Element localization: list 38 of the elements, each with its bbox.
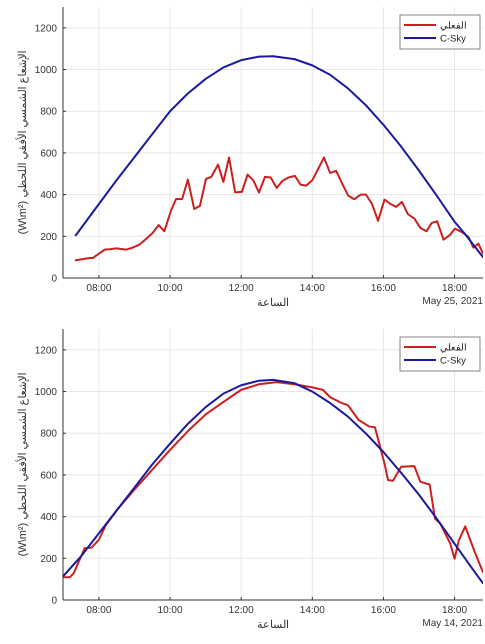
- legend-label: الفعلي: [440, 20, 467, 32]
- y-tick-label: 800: [40, 428, 58, 440]
- text: May 14, 2021: [422, 618, 484, 629]
- line-series: [74, 156, 483, 262]
- x-tick-label: 18:00: [442, 605, 468, 616]
- x-tick-label: 16:00: [370, 283, 396, 294]
- y-tick-label: 1200: [34, 345, 58, 356]
- y-tick-label: 1200: [34, 23, 58, 34]
- y-tick-label: 400: [40, 190, 58, 202]
- x-tick-label: 08:00: [86, 605, 112, 616]
- x-tick-label: 12:00: [228, 283, 254, 294]
- y-tick-label: 1000: [34, 387, 58, 398]
- y-tick-label: 600: [40, 148, 58, 160]
- y-tick-label: 600: [40, 470, 58, 482]
- x-tick-label: 14:00: [300, 605, 326, 616]
- y-tick-label: 800: [40, 106, 58, 118]
- y-tick-label: 200: [40, 554, 58, 565]
- x-axis-title: الساعة: [257, 297, 289, 309]
- y-axis-title: الإشعاع الشمسي الأفقي اللحظي (W\m²): [15, 372, 29, 556]
- x-tick-label: 10:00: [158, 605, 183, 616]
- x-tick-label: 08:00: [86, 283, 112, 294]
- x-axis-title: الساعة: [257, 619, 289, 631]
- y-axis-title: الإشعاع الشمسي الأفقي اللحظي (W\m²): [15, 50, 29, 234]
- y-tick-label: 1000: [34, 65, 58, 76]
- y-tick-label: 400: [40, 512, 58, 524]
- legend-label: C-Sky: [440, 34, 466, 44]
- y-tick-label: 0: [51, 596, 58, 606]
- legend-label: الفعلي: [440, 342, 467, 354]
- x-tick-label: 12:00: [228, 605, 254, 616]
- legend-label: C-Sky: [440, 356, 466, 366]
- x-tick-label: 10:00: [158, 283, 183, 294]
- x-tick-label: 16:00: [370, 605, 396, 616]
- line-series: [74, 55, 483, 258]
- text: May 25, 2021: [422, 296, 484, 307]
- x-tick-label: 14:00: [300, 283, 326, 294]
- y-tick-label: 0: [51, 274, 58, 284]
- y-tick-label: 200: [40, 232, 58, 243]
- x-tick-label: 18:00: [442, 283, 468, 294]
